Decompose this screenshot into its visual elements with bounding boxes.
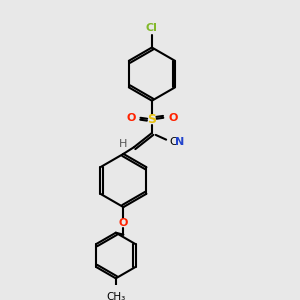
Text: O: O [126,113,136,123]
Text: C: C [169,137,177,148]
Text: Cl: Cl [146,22,158,32]
Text: S: S [147,113,156,126]
Text: CH₃: CH₃ [106,292,125,300]
Text: N: N [175,137,184,148]
Text: O: O [168,113,178,123]
Text: H: H [119,140,128,149]
Text: O: O [119,218,128,228]
